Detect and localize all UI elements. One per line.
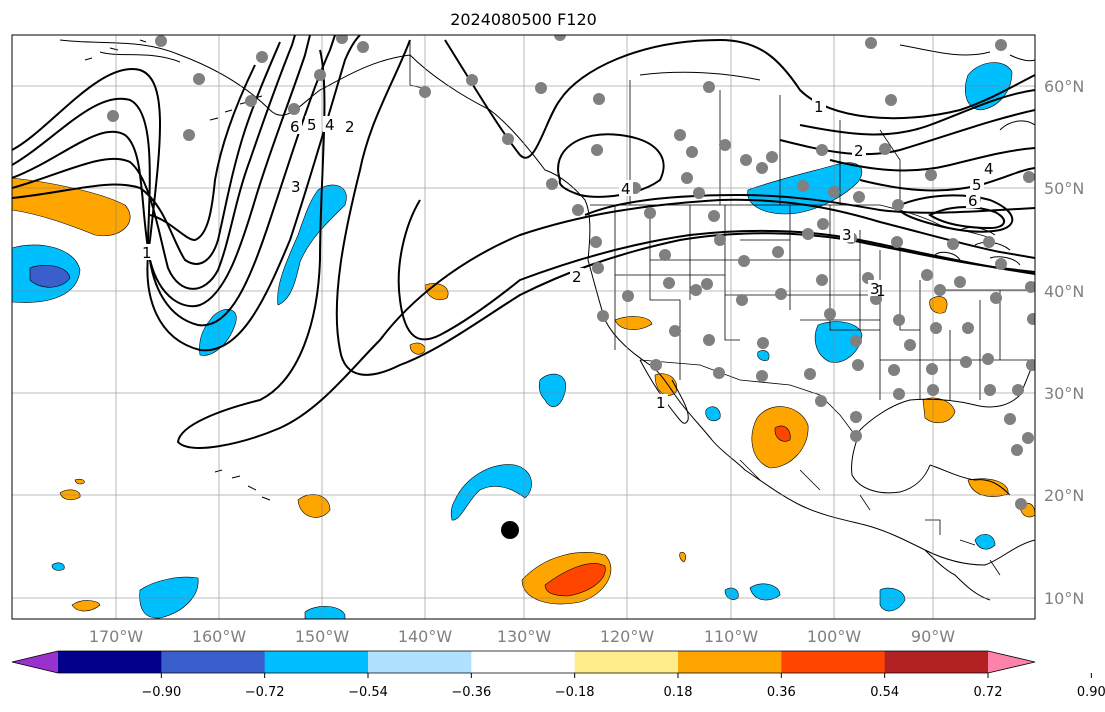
map-title: 2024080500 F120 (450, 10, 597, 29)
lon-tick: 90°W (911, 627, 955, 646)
storm-position-marker (501, 521, 519, 539)
colorbar-tick-label: 0.54 (870, 685, 899, 700)
colorbar-segment (161, 651, 266, 673)
lat-tick-labels: 60°N 50°N 40°N 30°N 20°N 10°N (1044, 77, 1084, 608)
svg-text:1: 1 (142, 244, 152, 262)
colorbar-tick-label: −0.54 (348, 685, 388, 700)
colorbar-segment (264, 651, 369, 673)
colorbar-tick-label: 0.72 (974, 685, 1003, 700)
colorbar-outline (11, 650, 1036, 674)
svg-text:2: 2 (345, 118, 355, 136)
colorbar-tick-label: −0.72 (245, 685, 285, 700)
svg-text:6: 6 (968, 192, 978, 210)
colorbar-segment (574, 651, 679, 673)
colorbar-extend-min (12, 651, 58, 673)
svg-text:4: 4 (621, 180, 631, 198)
lon-tick: 170°W (89, 627, 144, 646)
lon-tick: 140°W (398, 627, 453, 646)
lon-tick: 160°W (192, 627, 247, 646)
svg-text:5: 5 (307, 116, 317, 134)
contour-labels: 1 2 3 4 5 6 1 2 3 4 5 6 4 2 (140, 98, 996, 412)
colorbar-segment (471, 651, 576, 673)
colorbar-tick-label: −0.36 (451, 685, 491, 700)
lat-tick: 10°N (1044, 589, 1084, 608)
colorbar-tick-label: 0.36 (767, 685, 796, 700)
lon-tick: 150°W (295, 627, 350, 646)
svg-text:1: 1 (656, 394, 666, 412)
svg-text:1: 1 (814, 98, 824, 116)
svg-text:3: 3 (870, 280, 880, 298)
lat-tick: 60°N (1044, 77, 1084, 96)
svg-text:4: 4 (325, 116, 335, 134)
svg-text:3: 3 (291, 178, 301, 196)
lon-tick: 110°W (704, 627, 759, 646)
colorbar-tick-label: 0.18 (664, 685, 693, 700)
lat-tick: 50°N (1044, 179, 1084, 198)
lon-tick-labels: 170°W 160°W 150°W 140°W 130°W 120°W 110°… (89, 627, 955, 646)
svg-text:2: 2 (854, 142, 864, 160)
coastlines (59, 39, 1035, 601)
svg-text:4: 4 (984, 160, 994, 178)
svg-text:3: 3 (842, 226, 852, 244)
colorbar (11, 650, 1036, 674)
graticule (12, 35, 1035, 619)
svg-text:1: 1 (876, 282, 886, 300)
colorbar-tick-label: 0.90 (1077, 685, 1105, 700)
lat-tick: 40°N (1044, 282, 1084, 301)
colorbar-segment (781, 651, 886, 673)
colorbar-tick-label: −0.90 (141, 685, 181, 700)
colorbar-segment (58, 651, 162, 673)
station-dots (107, 35, 1035, 510)
lat-tick: 20°N (1044, 486, 1084, 505)
lon-tick: 130°W (497, 627, 552, 646)
lat-tick: 30°N (1044, 384, 1084, 403)
map-frame (11, 34, 1036, 620)
colorbar-tick-label: −0.18 (555, 685, 595, 700)
lon-tick: 120°W (600, 627, 655, 646)
colorbar-segment (368, 651, 472, 673)
colorbar-extend-max (988, 651, 1035, 673)
colorbar-segment (678, 651, 782, 673)
colorbar-tick-labels: −0.90 −0.72 −0.54 −0.36 −0.18 0.18 0.36 0.54 0.7… (141, 673, 1105, 700)
colorbar-segment (884, 651, 989, 673)
map-area: 1 2 3 4 5 6 1 2 3 4 5 6 4 2 (12, 35, 1035, 619)
svg-text:6: 6 (290, 118, 300, 136)
lon-tick: 100°W (807, 627, 862, 646)
svg-text:5: 5 (972, 176, 982, 194)
svg-text:2: 2 (572, 268, 582, 286)
